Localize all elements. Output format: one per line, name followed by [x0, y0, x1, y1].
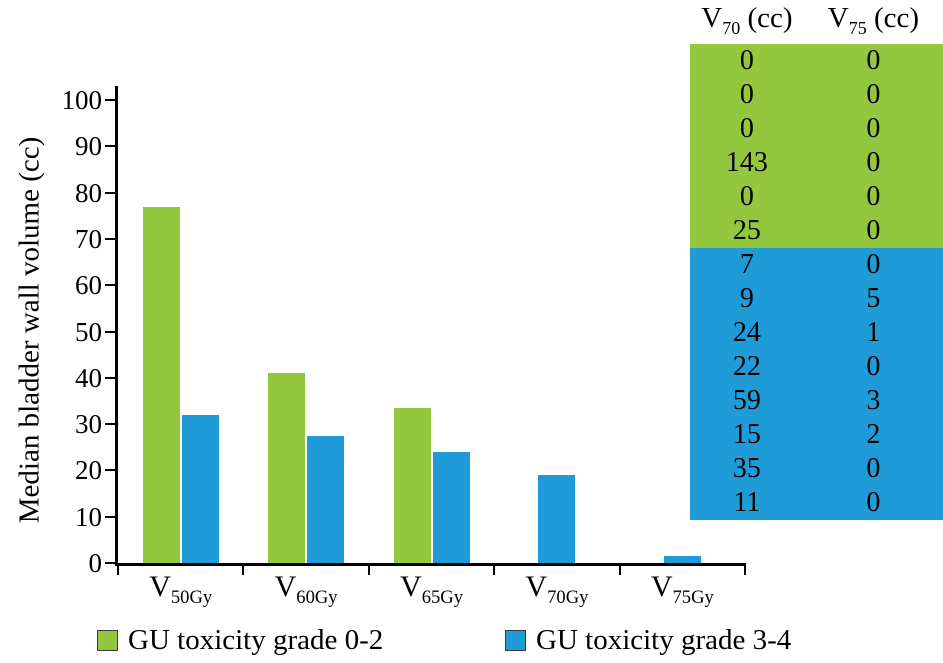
y-tick	[105, 330, 115, 333]
legend-label: GU toxicity grade 0-2	[128, 624, 384, 656]
table-body: 0 0 0 0 0 0 143 0 0 0 25 0 7 0 9 5 24 1 22 0 59 3 15 2 35 0 11 0	[690, 44, 943, 520]
table-cell: 0	[866, 453, 881, 484]
y-tick	[105, 191, 115, 194]
table-cell: 0	[866, 351, 881, 382]
bar-gu-toxicity-grade-3-4	[307, 435, 345, 563]
table-cell: 0	[739, 79, 754, 110]
y-tick	[105, 469, 115, 472]
y-tick-label: 100	[61, 85, 103, 115]
y-tick-label: 0	[88, 548, 103, 578]
table-row: 143 0	[690, 146, 943, 180]
table-cell: 9	[739, 283, 754, 314]
x-axis-label: V75Gy	[650, 570, 714, 608]
table-section-grade-0-2: 0 0 0 0 0 0 143 0 0 0 25 0	[690, 44, 943, 248]
table-header-cell: V70 (cc)	[701, 2, 793, 38]
table-cell: 0	[739, 181, 754, 212]
x-axis-label: V65Gy	[400, 570, 464, 608]
table-row: 35 0	[690, 452, 943, 486]
legend-item: GU toxicity grade 3-4	[505, 624, 791, 657]
table-cell: 0	[739, 113, 754, 144]
table-cell: 0	[739, 45, 754, 76]
y-tick	[105, 562, 115, 564]
bar-group-v50gy	[118, 100, 243, 563]
bar-group-v60gy	[243, 100, 368, 563]
legend-label: GU toxicity grade 3-4	[536, 624, 792, 656]
table-cell: 7	[739, 249, 754, 280]
table-cell: 15	[732, 419, 761, 450]
table-section-grade-3-4: 7 0 9 5 24 1 22 0 59 3 15 2 35 0 11 0	[690, 248, 943, 520]
table-cell: 143	[725, 147, 768, 178]
table-cell: 59	[732, 385, 761, 416]
table-row: 11 0	[690, 486, 943, 520]
y-tick	[105, 237, 115, 240]
bar-group-v75gy	[620, 100, 745, 563]
plot-area: 0 10 20 30 40 50 60 70 80 90 100	[62, 85, 746, 578]
bar-group-v70gy	[494, 100, 619, 563]
bar-gu-toxicity-grade-0-2	[142, 206, 180, 563]
table-row: 24 1	[690, 316, 943, 350]
x-axis-labels: V50Gy V60Gy V65Gy V70Gy V75Gy	[118, 570, 745, 609]
legend-swatch	[97, 630, 118, 651]
x-axis-label: V50Gy	[149, 570, 213, 608]
x-axis-line	[115, 563, 746, 566]
bar-groups	[118, 100, 745, 563]
y-tick	[105, 423, 115, 426]
y-tick	[105, 515, 115, 518]
table-cell: 0	[866, 487, 881, 518]
table-cell: 0	[866, 215, 881, 246]
x-axis-label: V70Gy	[525, 570, 589, 608]
table-header: V70 (cc) V75 (cc)	[690, 2, 943, 39]
table-cell: 3	[866, 385, 881, 416]
table-cell: 0	[866, 79, 881, 110]
y-tick	[105, 99, 115, 101]
legend-swatch	[505, 630, 526, 651]
table-cell: 0	[866, 249, 881, 280]
table-cell: 11	[733, 487, 761, 518]
table-header-cell: V75 (cc)	[827, 2, 920, 38]
bar-gu-toxicity-grade-3-4	[181, 414, 219, 563]
y-tick	[105, 284, 115, 287]
table-cell: 0	[866, 113, 881, 144]
table-cell: 35	[732, 453, 761, 484]
table-cell: 2	[866, 419, 881, 450]
y-axis-line	[115, 86, 118, 566]
table-cell: 1	[866, 317, 881, 348]
table-row: 25 0	[690, 214, 943, 248]
bar-gu-toxicity-grade-3-4	[432, 451, 470, 563]
x-axis-label: V60Gy	[274, 570, 338, 608]
table-cell: 5	[866, 283, 881, 314]
table-cell: 0	[866, 181, 881, 212]
y-axis-title: Median bladder wall volume (cc)	[13, 136, 46, 524]
y-tick	[105, 145, 115, 148]
bar-gu-toxicity-grade-0-2	[268, 373, 306, 563]
table-row: 15 2	[690, 418, 943, 452]
bar-gu-toxicity-grade-3-4	[663, 556, 701, 563]
table-row: 22 0	[690, 350, 943, 384]
table-cell: 0	[866, 147, 881, 178]
table-cell: 25	[732, 215, 761, 246]
table-cell: 22	[732, 351, 761, 382]
table-cell: 24	[732, 317, 761, 348]
table-row: 59 3	[690, 384, 943, 418]
y-tick	[105, 376, 115, 379]
legend-item: GU toxicity grade 0-2	[97, 624, 383, 657]
bar-group-v65gy	[369, 100, 494, 563]
bar-gu-toxicity-grade-3-4	[538, 475, 576, 563]
table-cell: 0	[866, 45, 881, 76]
bar-gu-toxicity-grade-0-2	[393, 407, 431, 563]
